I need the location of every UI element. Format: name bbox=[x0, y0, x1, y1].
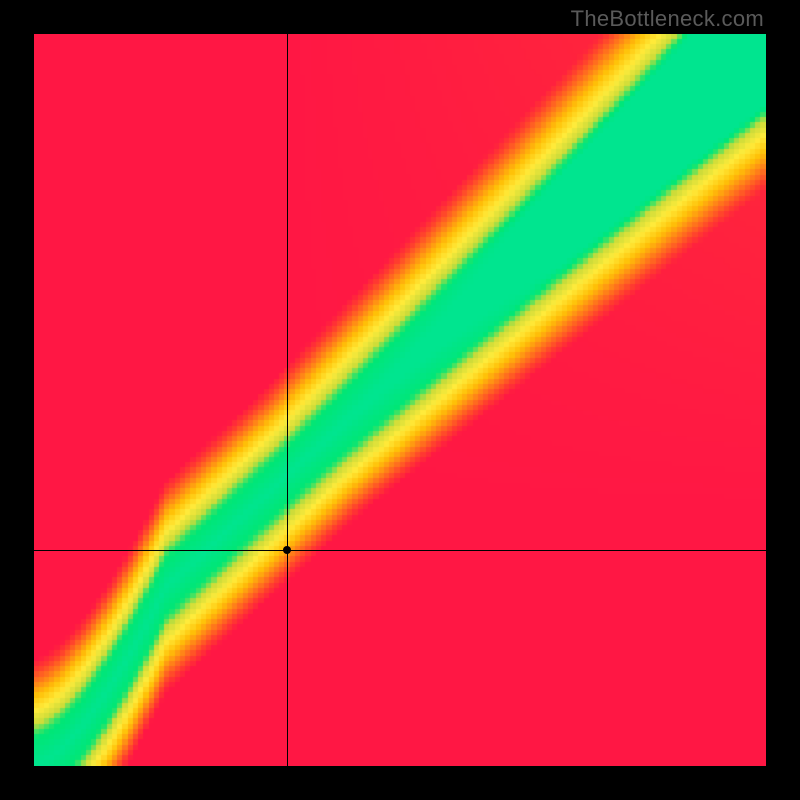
crosshair-horizontal bbox=[34, 550, 766, 551]
watermark-text: TheBottleneck.com bbox=[571, 6, 764, 32]
heatmap-plot bbox=[34, 34, 766, 766]
heatmap-canvas bbox=[34, 34, 766, 766]
crosshair-marker bbox=[283, 546, 291, 554]
crosshair-vertical bbox=[287, 34, 288, 766]
